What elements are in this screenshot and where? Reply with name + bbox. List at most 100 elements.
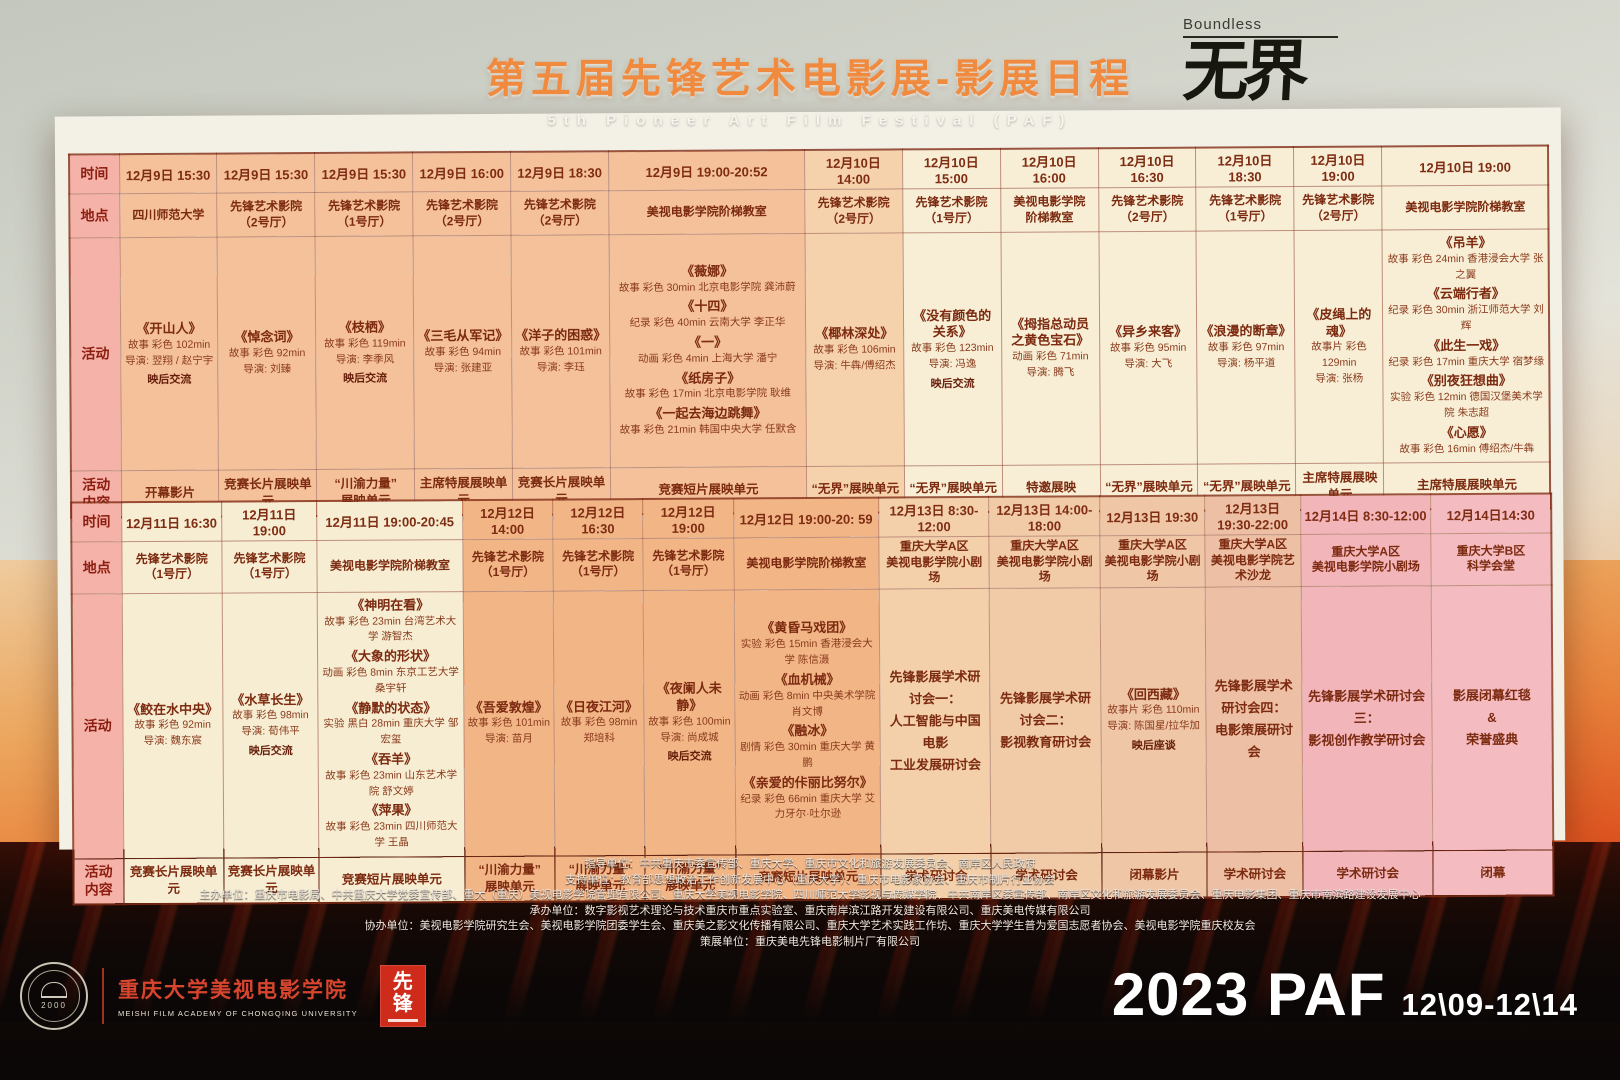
film-entry: 《亲爱的佧丽比努尔》 纪录 彩色 66min 重庆大学 艾力牙尔·吐尔逊 <box>738 774 877 823</box>
activity-row: 活动 《鲛在水中央》 故事 彩色 92min 导演: 魏东宸 《水草长生》 故事 彩色 9… <box>71 584 1554 859</box>
film-entry: 《回西藏》 故事片 彩色 110min 导演: 陈国星/拉华加 映后座谈 <box>1104 686 1203 753</box>
film-list: 《夜阑人未静》 故事 彩色 100min 导演: 尚成城 映后交流 <box>648 681 732 765</box>
header: 第五届先锋艺术电影展-影展日程 5th Pioneer Art Film Fes… <box>0 46 1620 129</box>
film-entry: 《没有颜色的关系》 故事 彩色 123min 导演: 冯逸 映后交流 <box>907 307 998 391</box>
film-list: 《没有颜色的关系》 故事 彩色 123min 导演: 冯逸 映后交流 <box>907 307 998 391</box>
venue-cell: 重庆大学A区 美视电影学院小剧场 <box>989 535 1101 589</box>
film-meta: 故事 彩色 95min <box>1109 341 1187 355</box>
film-title: 《吾爱敦煌》 <box>469 699 548 715</box>
activity-cell: 《拇指总动员 之黄色宝石》 动画 彩色 71min 导演: 腾飞 <box>1000 231 1100 466</box>
film-meta: 导演: 魏东宸 <box>143 734 202 748</box>
seminar-text: 先锋影展学术研讨会四： 电影策展研讨会 <box>1214 677 1293 760</box>
credit-line: 协办单位：美视电影学院研究生会、美视电影学院团委学生会、重庆美之影文化传播有限公… <box>364 920 1256 932</box>
film-meta: 导演: 荀伟平 <box>241 725 300 738</box>
film-title: 《没有颜色的关系》 <box>913 307 992 340</box>
film-list: 《异乡来客》 故事 彩色 95min 导演: 大飞 <box>1103 324 1194 373</box>
film-list: 《鲛在水中央》 故事 彩色 92min 导演: 魏东宸 <box>126 701 220 750</box>
venue-cell: 美视电影学院 阶梯教室 <box>1000 187 1099 233</box>
film-list: 《水草长生》 故事 彩色 98min 导演: 荀伟平 映后交流 <box>226 692 315 759</box>
time-cell: 12月12日 19:00 <box>642 498 734 539</box>
venue-cell: 先锋艺术影院 （2号厅） <box>217 192 316 238</box>
activity-cell: 影展闭幕红毯 & 荣誉盛典 <box>1431 584 1554 851</box>
row-label-time: 时间 <box>71 502 122 543</box>
film-entry: 《心愿》 故事 彩色 16min 傅绍杰/牛犇 <box>1387 424 1546 458</box>
film-title: 《皮绳上的魂》 <box>1306 306 1372 339</box>
film-meta: 导演: 刘臻 <box>243 362 292 376</box>
film-list: 《日夜江河》 故事 彩色 98min 郑培科 <box>557 699 641 748</box>
film-meta: 纪录 彩色 30min 浙江师范大学 刘辉 <box>1388 303 1544 333</box>
time-cell: 12月9日 16:00 <box>412 151 511 192</box>
film-meta: 故事 彩色 101min <box>467 717 550 730</box>
film-note: 映后交流 <box>667 750 712 764</box>
activity-cell: 《神明在看》 故事 彩色 23min 台湾艺术大学 游智杰 《大象的形状》 动画 彩色… <box>317 591 465 858</box>
festival-date-range: 12\09-12\14 <box>1401 987 1578 1022</box>
activity-cell: 《浪漫的断章》 故事 彩色 97min 导演: 杨平道 <box>1196 230 1296 465</box>
time-cell: 12月12日 16:30 <box>552 499 644 540</box>
film-meta: 故事 彩色 94min <box>424 345 502 359</box>
time-cell: 12月10日 15:00 <box>902 148 1001 189</box>
activity-cell: 《薇娜》 故事 彩色 30min 北京电影学院 龚沛蔚 《十四》 纪录 彩色 40mi… <box>608 233 807 469</box>
activity-cell: 《黄昏马戏团》 实验 彩色 15min 香港浸会大学 陈信滠 《血机械》 动画 彩色 … <box>733 588 881 855</box>
academy-name-block: 重庆大学美视电影学院 MEISHI FILM ACADEMY OF CHONGQ… <box>118 974 358 1018</box>
row-label-venue: 地点 <box>69 193 120 239</box>
film-meta: 故事片 彩色 129min <box>1311 341 1367 370</box>
film-note: 映后座谈 <box>1131 739 1176 752</box>
activity-cell: 《吊羊》 故事 彩色 24min 香港浸会大学 张之翼 《云端行者》 纪录 彩色 30… <box>1382 228 1551 464</box>
film-entry: 《黄昏马戏团》 实验 彩色 15min 香港浸会大学 陈信滠 <box>737 620 876 669</box>
film-meta: 剧情 彩色 30min 重庆大学 黄鹏 <box>740 740 875 769</box>
film-title: 《神明在看》 <box>351 597 430 613</box>
venue-cell: 先锋艺术影院 （1号厅） <box>221 540 318 593</box>
activity-cell: 先锋影展学术研讨会一： 人工智能与中国电影 工业发展研讨会 <box>879 588 992 854</box>
film-note: 映后交流 <box>248 745 293 758</box>
film-list: 《回西藏》 故事片 彩色 110min 导演: 陈国星/拉华加 映后座谈 <box>1104 686 1203 753</box>
film-note: 映后交流 <box>147 374 192 387</box>
film-meta: 导演: 李季风 <box>335 353 395 366</box>
film-title: 《日夜江河》 <box>559 698 639 715</box>
film-meta: 故事 彩色 100min <box>648 715 731 728</box>
boundless-logo-text: Boundless <box>1183 16 1338 38</box>
film-title: 《三毛从军记》 <box>417 327 509 344</box>
time-cell: 12月13日 19:30 <box>1099 495 1206 536</box>
film-entry: 《吞羊》 故事 彩色 23min 山东艺术学院 舒文婷 <box>322 751 461 800</box>
activity-cell: 《鲛在水中央》 故事 彩色 92min 导演: 魏东宸 <box>121 592 224 859</box>
film-title: 《水草长生》 <box>231 691 310 708</box>
film-title: 《黄昏马戏团》 <box>761 620 853 636</box>
venue-row: 地点 先锋艺术影院 （1号厅） 先锋艺术影院 （1号厅） 美视电影学院阶梯教室 先锋艺术… <box>71 532 1552 594</box>
film-meta: 导演: 翌翔 / 赵宁宇 <box>125 354 214 367</box>
time-cell: 12月12日 14:00 <box>462 499 553 540</box>
film-entry: 《枝栖》 故事 彩色 119min 导演: 李季风 映后交流 <box>319 319 410 386</box>
film-entry: 《融冰》 剧情 彩色 30min 重庆大学 黄鹏 <box>738 723 877 772</box>
film-meta: 故事 彩色 23min 山东艺术学院 舒文婷 <box>325 769 458 798</box>
film-meta: 故事 彩色 23min 四川师范大学 王晶 <box>325 820 458 849</box>
film-meta: 故事 彩色 23min 台湾艺术大学 游智杰 <box>324 614 457 644</box>
film-title: 《大象的形状》 <box>344 648 437 665</box>
film-meta: 实验 彩色 12min 德国汉堡美术学院 朱志超 <box>1390 390 1543 420</box>
film-meta: 导演: 李珏 <box>536 361 585 374</box>
film-meta: 故事 彩色 98min 郑培科 <box>560 716 638 745</box>
venue-cell: 先锋艺术影院 （2号厅） <box>412 191 512 236</box>
film-meta: 导演: 陈国星/拉华加 <box>1107 719 1200 733</box>
emblem-year: 2000 <box>41 1001 67 1010</box>
film-title: 《亲爱的佧丽比努尔》 <box>742 774 873 791</box>
activity-cell: 《吾爱敦煌》 故事 彩色 101min 导演: 苗月 <box>462 590 555 857</box>
activity-cell: 《日夜江河》 故事 彩色 98min 郑培科 <box>553 590 646 856</box>
time-cell: 12月9日 18:30 <box>510 151 609 192</box>
film-title: 《吊羊》 <box>1439 234 1492 251</box>
film-title: 《萍果》 <box>365 802 418 819</box>
film-entry: 《日夜江河》 故事 彩色 98min 郑培科 <box>557 699 641 748</box>
film-meta: 故事 彩色 30min 北京电影学院 龚沛蔚 <box>618 280 796 294</box>
venue-cell: 先锋艺术影院 （1号厅） <box>121 541 223 594</box>
film-meta: 动画 彩色 8min 中央美术学院 肖文博 <box>738 689 876 718</box>
time-cell: 12月9日 15:30 <box>216 153 316 194</box>
venue-cell: 先锋艺术影院 （1号厅） <box>552 538 644 591</box>
activity-cell: 《异乡来客》 故事 彩色 95min 导演: 大飞 <box>1098 231 1198 466</box>
film-entry: 《薇娜》 故事 彩色 30min 北京电影学院 龚沛蔚 <box>613 263 802 297</box>
credit-line: 承办单位：数字影视艺术理论与技术重庆市重点实验室、重庆南岸滨江路开发建设有限公司… <box>529 904 1091 917</box>
activity-cell: 《枝栖》 故事 彩色 119min 导演: 李季风 映后交流 <box>315 235 415 470</box>
film-title: 《鲛在水中央》 <box>127 701 219 717</box>
film-title: 《心愿》 <box>1440 424 1493 440</box>
film-list: 《吾爱敦煌》 故事 彩色 101min 导演: 苗月 <box>467 699 551 748</box>
activity-cell: 先锋影展学术研讨会四： 电影策展研讨会 <box>1205 586 1303 852</box>
row-label-time: 时间 <box>69 154 120 195</box>
